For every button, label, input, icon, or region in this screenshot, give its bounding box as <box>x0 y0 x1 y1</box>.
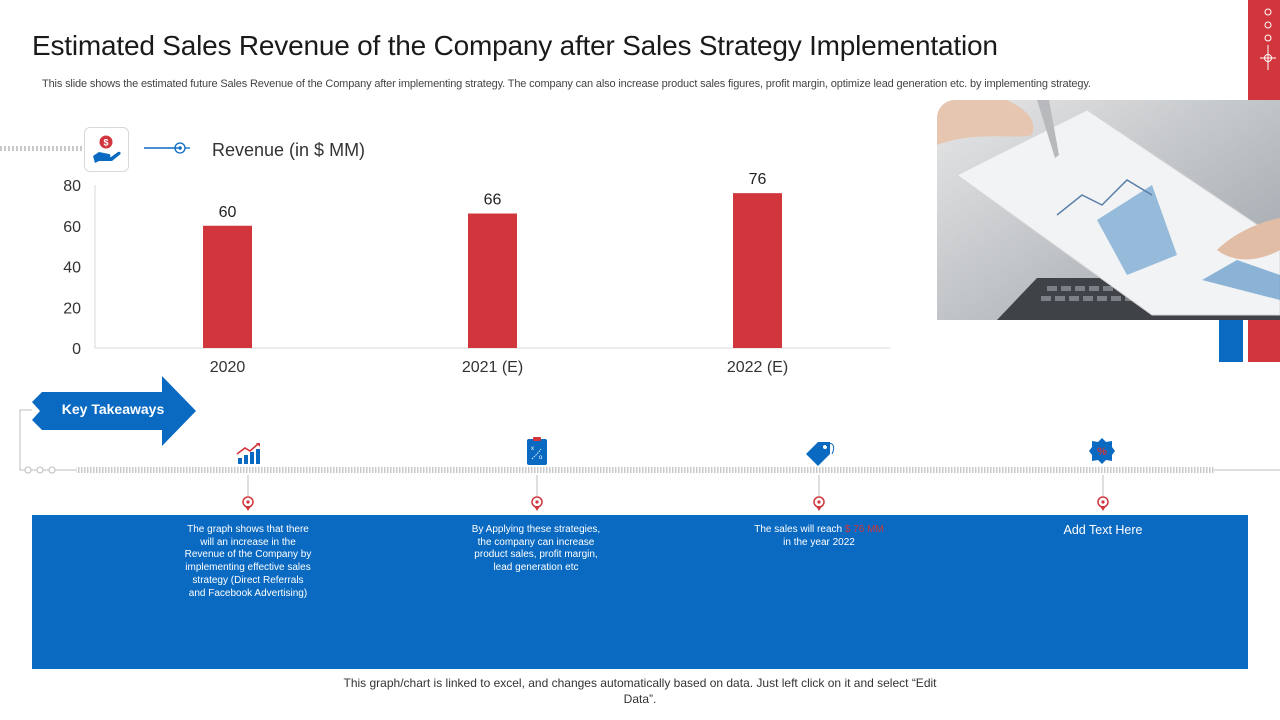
x-tick-label-1: 2020 <box>210 359 246 376</box>
x-tick-label-3: 2022 (E) <box>727 359 788 376</box>
data-label-1: 60 <box>219 204 237 221</box>
takeaway-text-2: By Applying these strategies, the compan… <box>471 524 601 574</box>
revenue-bar-chart: 0 20 40 60 80 60 2020 66 2021 (E) 76 2022 (E) <box>63 171 890 376</box>
pin-icons <box>242 496 1109 511</box>
takeaway-text-4[interactable]: Add Text Here <box>1063 523 1143 537</box>
money-hand-icon: $ <box>93 135 121 163</box>
revenue-hand-icon-box: $ <box>84 127 129 172</box>
y-tick-label: 0 <box>72 341 81 358</box>
bar-3[interactable] <box>733 193 782 348</box>
page-title: Estimated Sales Revenue of the Company a… <box>32 30 998 61</box>
connector-target-icon <box>144 142 190 154</box>
decorative-red-bar <box>1248 318 1280 362</box>
chart-footnote: This graph/chart is linked to excel, and… <box>343 676 937 706</box>
svg-text:o: o <box>539 455 543 461</box>
key-takeaways-label: Key Takeaways <box>61 401 165 417</box>
decorative-red-strip <box>1248 0 1280 100</box>
takeaway-text-3: The sales will reach $ 76 MM in the year… <box>754 524 884 548</box>
takeaways-timeline: x o % <box>19 409 1280 511</box>
strategy-board-icon: x o <box>527 437 547 465</box>
svg-text:$: $ <box>103 138 108 148</box>
takeaway-highlight-value: $ 76 MM <box>844 524 884 535</box>
key-takeaways-arrow <box>32 376 196 446</box>
svg-text:x: x <box>531 446 534 452</box>
data-label-3: 76 <box>749 171 767 188</box>
y-tick-label: 20 <box>63 300 81 317</box>
decorative-dashes <box>0 146 82 151</box>
growth-chart-icon <box>236 443 260 464</box>
price-tag-icon <box>806 442 835 466</box>
chart-series-label: Revenue (in $ MM) <box>212 140 366 160</box>
takeaways-panel <box>32 515 1248 669</box>
y-tick-label: 60 <box>63 219 81 236</box>
y-tick-label: 40 <box>63 260 81 277</box>
bar-2[interactable] <box>468 213 517 348</box>
discount-badge-icon: % <box>1089 438 1115 464</box>
data-label-2: 66 <box>484 192 502 209</box>
x-tick-label-2: 2021 (E) <box>462 359 523 376</box>
business-chart-photo <box>937 100 1280 320</box>
bar-1[interactable] <box>203 225 252 348</box>
y-tick-label: 80 <box>63 178 81 195</box>
decorative-blue-bar <box>1219 318 1243 362</box>
takeaway-text-1: The graph shows that there will an incre… <box>184 524 312 599</box>
page-subtitle: This slide shows the estimated future Sa… <box>42 78 1091 90</box>
svg-text:%: % <box>1097 446 1107 458</box>
